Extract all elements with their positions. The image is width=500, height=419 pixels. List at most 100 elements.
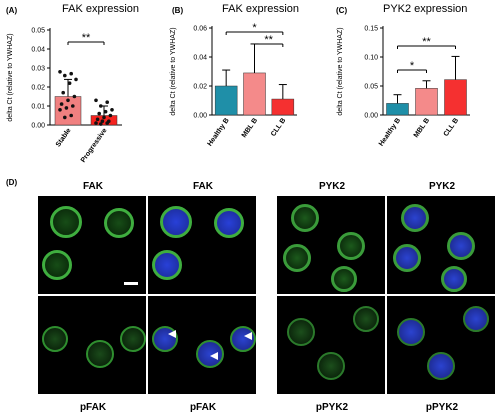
cell	[287, 318, 315, 346]
data-point	[108, 113, 113, 118]
cell	[86, 340, 114, 368]
panel-letter-c: (C)	[336, 6, 348, 15]
data-point	[58, 108, 62, 112]
micrograph-label-ppyk2-2: pPYK2	[425, 402, 459, 413]
cell	[42, 326, 68, 352]
scale-bar	[124, 282, 138, 285]
significance-label: **	[264, 34, 273, 46]
data-point	[58, 70, 62, 74]
significance-label: *	[252, 22, 257, 34]
data-point	[110, 108, 114, 112]
data-point	[105, 121, 109, 125]
arrowhead-icon	[168, 330, 176, 338]
data-point	[63, 115, 67, 120]
y-tick-label: 0.01	[31, 104, 45, 111]
cell	[393, 244, 421, 272]
cell	[447, 232, 475, 260]
data-point	[66, 98, 70, 103]
y-tick-label: 0.00	[193, 113, 207, 120]
data-point	[61, 90, 65, 95]
cell	[283, 244, 311, 272]
micrograph-label-pyk2-1: PYK2	[318, 181, 346, 192]
micrograph-label-fak-2: FAK	[193, 181, 213, 192]
chart-c: 0.00 0.05 0.10 0.15 delta Ct (relative to YW…	[337, 26, 470, 148]
data-point	[74, 77, 78, 82]
y-tick-label: 0.00	[364, 113, 378, 120]
micrograph-ppyk2-merge	[387, 296, 495, 394]
cell	[317, 352, 345, 380]
category-label: CLL B	[270, 117, 287, 138]
cell	[42, 250, 72, 280]
data-point	[69, 113, 73, 118]
bar	[386, 103, 409, 116]
cell	[152, 250, 182, 280]
significance-label: *	[410, 60, 415, 72]
micrograph-ppyk2-green	[277, 296, 385, 394]
cell	[337, 232, 365, 260]
cell	[104, 208, 134, 238]
data-point	[63, 73, 67, 78]
category-label: Healthy B	[207, 117, 231, 147]
y-tick-label: 0.02	[31, 85, 45, 92]
data-point	[94, 98, 98, 103]
chart-c-title: PYK2 expression	[383, 3, 468, 15]
micrograph-pyk2-green	[277, 196, 385, 294]
data-point	[99, 122, 103, 126]
cell	[291, 204, 319, 232]
category-label: Progressive	[80, 127, 109, 164]
bar	[271, 98, 295, 116]
micrograph-pfak-merge	[148, 296, 256, 394]
bar	[444, 79, 467, 116]
bar	[243, 72, 266, 116]
micrograph-pfak-green	[38, 296, 146, 394]
data-point	[99, 104, 103, 108]
data-point	[71, 104, 75, 108]
micrograph-fak-merge	[148, 196, 256, 294]
cell	[427, 352, 455, 380]
panel-letter-d: (D)	[6, 178, 18, 187]
arrowhead-icon	[210, 352, 218, 360]
arrowhead-icon	[244, 332, 252, 340]
cell	[397, 318, 425, 346]
data-point	[59, 102, 64, 106]
y-tick-label: 0.04	[193, 55, 207, 62]
chart-a-title: FAK expression	[62, 3, 140, 15]
chart-b-title: FAK expression	[222, 3, 300, 15]
micrograph-fak-green	[38, 196, 146, 294]
y-tick-label: 0.15	[364, 26, 378, 33]
category-label: MBL B	[241, 117, 259, 139]
significance-label: **	[82, 32, 91, 44]
y-tick-label: 0.10	[364, 55, 378, 62]
data-point	[94, 121, 98, 125]
cell	[441, 266, 467, 292]
y-tick-label: 0.04	[31, 47, 45, 54]
y-tick-label: 0.05	[31, 28, 45, 35]
cell	[160, 206, 192, 238]
micrograph-label-fak-1: FAK	[83, 181, 103, 192]
cell	[401, 204, 429, 232]
cell	[120, 326, 146, 352]
y-axis-label: delta Ct (relative to YWHAZ)	[170, 27, 177, 115]
cell	[214, 208, 244, 238]
data-point	[102, 115, 106, 120]
data-point	[103, 109, 108, 114]
significance-label: **	[422, 36, 431, 48]
cell	[463, 306, 489, 332]
data-point	[64, 106, 69, 110]
micrograph-pyk2-merge	[387, 196, 495, 294]
data-point	[67, 81, 72, 85]
micrograph-label-pfak-1: pFAK	[79, 402, 107, 413]
cell	[50, 206, 82, 238]
data-point	[95, 117, 100, 122]
data-point	[69, 71, 73, 76]
y-tick-label: 0.06	[193, 26, 207, 33]
micrograph-label-pyk2-2: PYK2	[428, 181, 456, 192]
cell	[331, 266, 357, 292]
panel-letter-a: (A)	[6, 6, 18, 15]
y-tick-label: 0.02	[193, 84, 207, 91]
bar	[415, 88, 438, 116]
micrograph-label-ppyk2-1: pPYK2	[315, 402, 349, 413]
category-label: Healthy B	[378, 117, 402, 147]
micrograph-label-pfak-2: pFAK	[189, 402, 217, 413]
y-tick-label: 0.05	[364, 84, 378, 91]
